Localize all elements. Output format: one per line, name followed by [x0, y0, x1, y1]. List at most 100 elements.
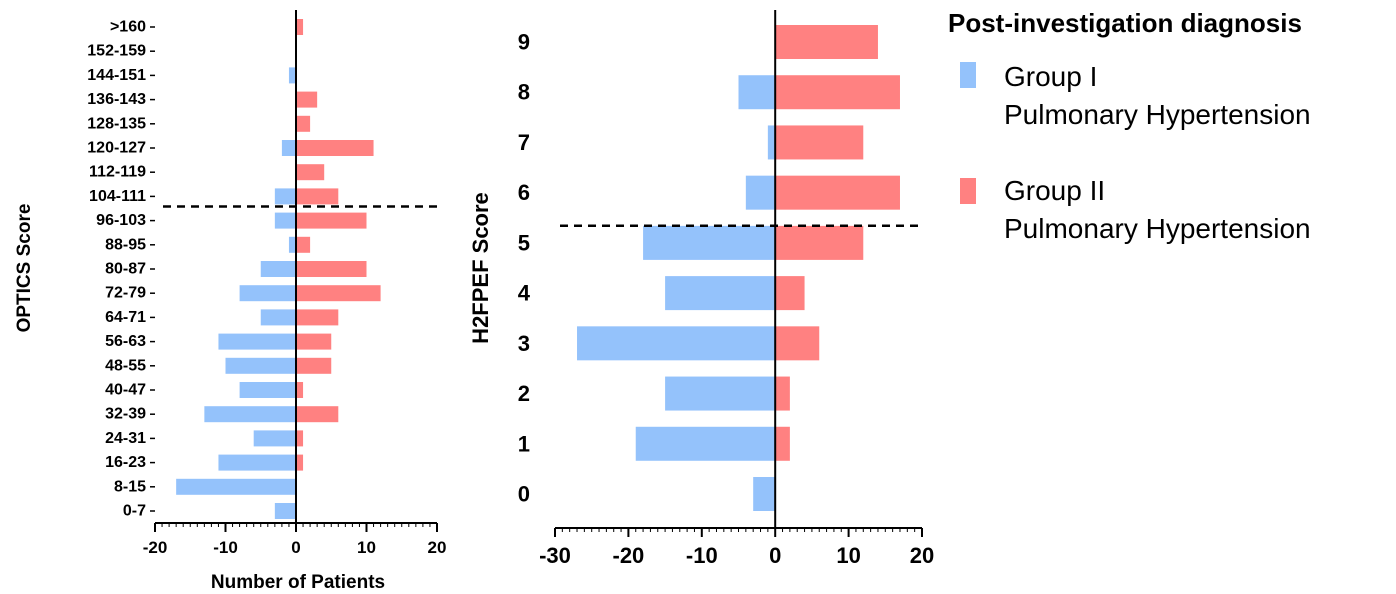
bar-group-1 — [260, 309, 296, 326]
legend-label-group-2-line1: Group II — [1004, 175, 1105, 206]
legend-label-group-2-line2: Pulmonary Hypertension — [1004, 213, 1311, 244]
bar-group-1 — [577, 326, 776, 361]
bar-group-1 — [253, 430, 296, 447]
y-axis-title: H2FPEF Score — [468, 192, 493, 344]
bar-group-1 — [239, 285, 296, 302]
y-tick-label: 7 — [518, 130, 530, 155]
bar-group-2 — [296, 430, 304, 447]
y-tick-label: 24-31 — [105, 430, 146, 447]
y-tick-label: 72-79 — [105, 285, 146, 302]
x-axis-title: Number of Patients — [211, 572, 385, 593]
y-tick-label: 32-39 — [105, 406, 146, 423]
y-tick-label: 128-135 — [87, 115, 146, 132]
bar-group-1 — [225, 357, 296, 374]
bar-group-1 — [635, 426, 776, 461]
bar-group-2 — [775, 376, 790, 411]
y-tick-label: 88-95 — [105, 236, 146, 253]
x-tick-label: 10 — [357, 538, 376, 557]
bar-group-1 — [288, 67, 296, 84]
bar-group-2 — [296, 115, 311, 132]
bar-group-1 — [288, 236, 296, 253]
x-tick-label: -20 — [143, 538, 168, 557]
bar-group-1 — [665, 376, 776, 411]
bar-group-2 — [296, 91, 318, 108]
bar-group-2 — [296, 333, 332, 350]
bar-group-2 — [296, 236, 311, 253]
y-tick-label: 5 — [518, 230, 530, 255]
bar-group-2 — [775, 225, 864, 260]
y-tick-label: 8 — [518, 80, 530, 105]
y-tick-label: 3 — [518, 331, 530, 356]
y-tick-label: 6 — [518, 180, 530, 205]
y-tick-label: 40-47 — [105, 382, 146, 399]
bar-group-2 — [775, 125, 864, 160]
legend-title: Post-investigation diagnosis — [948, 8, 1302, 38]
bar-group-1 — [738, 75, 776, 110]
bar-group-2 — [775, 75, 900, 110]
y-tick-label: 4 — [518, 281, 531, 306]
y-tick-label: 8-15 — [114, 478, 146, 495]
bar-group-1 — [281, 140, 296, 156]
y-tick-label: 80-87 — [105, 261, 146, 278]
y-tick-label: 136-143 — [87, 91, 146, 108]
y-tick-label: 96-103 — [96, 212, 146, 229]
x-tick-label: -20 — [613, 543, 645, 568]
legend-label-group-1-line2: Pulmonary Hypertension — [1004, 99, 1311, 130]
bar-group-2 — [296, 406, 339, 423]
bar-group-1 — [204, 406, 296, 423]
legend-swatch-group-2 — [960, 178, 976, 204]
y-tick-label: 48-55 — [105, 357, 146, 374]
bar-group-2 — [296, 454, 304, 471]
bar-group-2 — [775, 276, 805, 311]
x-tick-label: 0 — [769, 543, 781, 568]
y-tick-label: 0 — [518, 482, 530, 507]
y-tick-label: >160 — [110, 19, 146, 36]
y-tick-label: 16-23 — [105, 454, 146, 471]
bar-group-2 — [775, 326, 820, 361]
y-tick-label: 152-159 — [87, 43, 146, 60]
bar-group-2 — [775, 175, 900, 210]
bar-group-2 — [296, 140, 374, 156]
bar-group-1 — [274, 188, 296, 205]
bar-group-2 — [296, 164, 325, 181]
y-tick-label: 56-63 — [105, 333, 146, 350]
x-tick-label: -10 — [213, 538, 238, 557]
y-tick-label: 104-111 — [89, 188, 146, 205]
bar-group-2 — [296, 309, 339, 326]
bar-group-2 — [296, 212, 367, 229]
bar-group-1 — [218, 333, 296, 350]
bar-group-2 — [296, 261, 367, 277]
x-tick-label: 10 — [836, 543, 860, 568]
bar-group-2 — [296, 357, 332, 374]
x-tick-label: 0 — [291, 538, 300, 557]
bar-group-1 — [218, 454, 296, 471]
bar-group-2 — [296, 382, 304, 398]
y-tick-label: 2 — [518, 381, 530, 406]
y-tick-label: 144-151 — [87, 67, 146, 84]
bar-group-1 — [665, 276, 776, 311]
bar-group-1 — [753, 477, 776, 511]
legend: Post-investigation diagnosis Group I Pul… — [948, 8, 1311, 244]
bar-group-1 — [745, 175, 776, 210]
bar-group-2 — [296, 19, 304, 35]
bar-group-1 — [260, 261, 296, 277]
y-tick-label: 0-7 — [123, 503, 146, 520]
y-tick-label: 9 — [518, 30, 530, 55]
x-tick-label: 20 — [428, 538, 447, 557]
bar-group-1 — [274, 503, 296, 519]
bar-group-2 — [775, 426, 790, 461]
x-tick-label: -30 — [539, 543, 571, 568]
y-tick-label: 64-71 — [105, 309, 146, 326]
bar-group-1 — [176, 478, 296, 495]
y-tick-label: 120-127 — [87, 140, 146, 157]
x-tick-label: -10 — [686, 543, 718, 568]
optics-chart: 0-7 8-15 16-23 24-31 32-39 40-47 48-55 56-63 64-… — [14, 10, 446, 593]
bar-group-1 — [767, 125, 776, 160]
bar-group-2 — [296, 285, 381, 302]
legend-swatch-group-1 — [960, 62, 976, 88]
x-tick-label: 20 — [910, 543, 934, 568]
bar-group-1 — [239, 382, 296, 398]
legend-label-group-1-line1: Group I — [1004, 61, 1097, 92]
h2fpef-chart: 0 1 2 3 4 5 6 7 8 9 -30 -20 -10 0 10 20 H2FPEF Score — [468, 10, 934, 568]
